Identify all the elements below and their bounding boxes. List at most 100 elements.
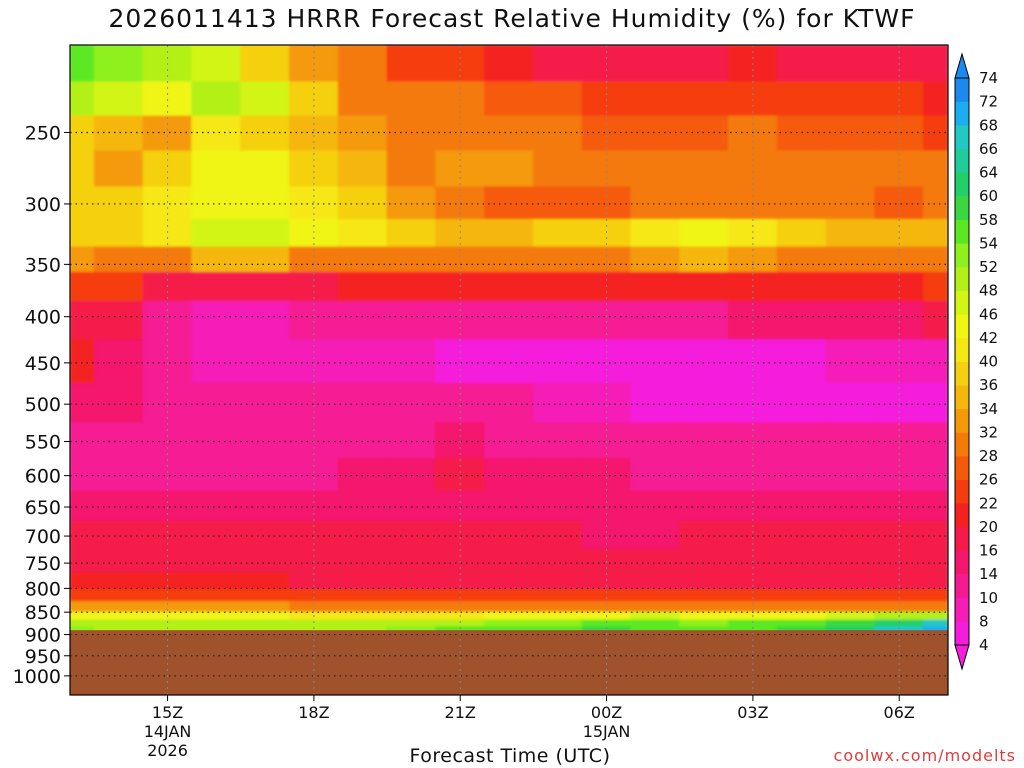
- humidity-cell: [679, 611, 729, 621]
- humidity-cell: [825, 246, 876, 273]
- humidity-cell: [825, 549, 876, 574]
- humidity-cell: [532, 619, 583, 628]
- humidity-cell: [142, 150, 193, 188]
- humidity-cell: [776, 458, 827, 492]
- humidity-cell: [630, 45, 681, 83]
- humidity-cell: [386, 219, 437, 248]
- humidity-cell: [532, 45, 583, 83]
- humidity-cell: [679, 150, 729, 188]
- x-tick-label: 00Z: [591, 703, 622, 722]
- colorbar-label: 14: [979, 565, 998, 583]
- colorbar-swatch: [955, 408, 969, 433]
- humidity-cell: [874, 150, 925, 188]
- humidity-cell: [874, 589, 925, 603]
- humidity-cell: [191, 601, 242, 613]
- humidity-cell: [484, 45, 534, 83]
- humidity-cell: [386, 186, 437, 221]
- humidity-cell: [825, 521, 876, 550]
- humidity-cell: [191, 422, 242, 460]
- humidity-cell: [386, 572, 437, 591]
- below-ground-mask: [70, 630, 948, 695]
- humidity-cell: [93, 549, 144, 574]
- humidity-cell: [191, 81, 242, 117]
- humidity-cell: [93, 589, 144, 603]
- humidity-cell: [435, 383, 486, 424]
- humidity-cell: [679, 458, 729, 492]
- humidity-cell: [679, 589, 729, 603]
- humidity-cell: [679, 339, 729, 384]
- humidity-cell: [825, 271, 876, 302]
- humidity-cell: [484, 219, 534, 248]
- humidity-cell: [825, 150, 876, 188]
- y-tick-label: 950: [25, 646, 61, 668]
- colorbar-label: 32: [979, 423, 998, 441]
- humidity-cell: [435, 589, 486, 603]
- humidity-cell: [630, 458, 681, 492]
- humidity-cell: [484, 490, 534, 522]
- humidity-cell: [70, 458, 95, 492]
- humidity-cell: [874, 383, 925, 424]
- humidity-cell: [532, 490, 583, 522]
- colorbar-label: 60: [979, 187, 998, 205]
- humidity-cell: [484, 115, 534, 152]
- colorbar-swatch: [955, 219, 969, 244]
- humidity-cell: [679, 300, 729, 341]
- humidity-cell: [337, 339, 388, 384]
- humidity-cell: [93, 150, 144, 188]
- humidity-cell: [776, 549, 827, 574]
- colorbar-swatch: [955, 267, 969, 291]
- humidity-cell: [93, 81, 144, 117]
- humidity-cell: [386, 490, 437, 522]
- humidity-cell: [70, 422, 95, 460]
- humidity-cell: [923, 186, 948, 221]
- humidity-cell: [142, 219, 193, 248]
- humidity-cell: [484, 601, 534, 613]
- colorbar-swatch: [955, 385, 969, 410]
- humidity-cell: [874, 115, 925, 152]
- humidity-cell: [776, 300, 827, 341]
- humidity-cell: [728, 458, 778, 492]
- humidity-cell: [581, 458, 632, 492]
- humidity-cell: [923, 45, 948, 83]
- colorbar-label: 26: [979, 471, 998, 489]
- humidity-cell: [240, 589, 290, 603]
- humidity-cell: [825, 339, 876, 384]
- colorbar-swatch: [955, 621, 969, 646]
- humidity-cell: [337, 271, 388, 302]
- colorbar-swatch: [955, 503, 969, 528]
- humidity-cell: [386, 589, 437, 603]
- humidity-cell: [581, 422, 632, 460]
- colorbar-label: 34: [979, 400, 998, 418]
- humidity-cell: [435, 186, 486, 221]
- humidity-cell: [386, 81, 437, 117]
- humidity-cell: [289, 458, 339, 492]
- humidity-cell: [630, 271, 681, 302]
- colorbar-label: 10: [979, 589, 998, 607]
- humidity-cell: [630, 246, 681, 273]
- humidity-cell: [484, 458, 534, 492]
- humidity-cell: [874, 572, 925, 591]
- humidity-cell: [630, 589, 681, 603]
- humidity-cell: [728, 186, 778, 221]
- humidity-cell: [874, 186, 925, 221]
- humidity-cell: [825, 611, 876, 621]
- y-tick-label: 400: [25, 307, 61, 329]
- humidity-cell: [240, 458, 290, 492]
- colorbar-label: 46: [979, 305, 998, 323]
- humidity-cell: [776, 490, 827, 522]
- humidity-cell: [923, 150, 948, 188]
- humidity-cell: [93, 619, 144, 628]
- humidity-cell: [776, 81, 827, 117]
- humidity-cell: [337, 45, 388, 83]
- colorbar-swatch: [955, 148, 969, 173]
- humidity-cell: [679, 572, 729, 591]
- humidity-cell: [874, 601, 925, 613]
- humidity-cell: [289, 619, 339, 628]
- humidity-cell: [70, 271, 95, 302]
- humidity-cell: [776, 186, 827, 221]
- humidity-cell: [874, 422, 925, 460]
- humidity-cell: [825, 490, 876, 522]
- humidity-cell: [70, 115, 95, 152]
- humidity-cell: [581, 601, 632, 613]
- humidity-cell: [923, 458, 948, 492]
